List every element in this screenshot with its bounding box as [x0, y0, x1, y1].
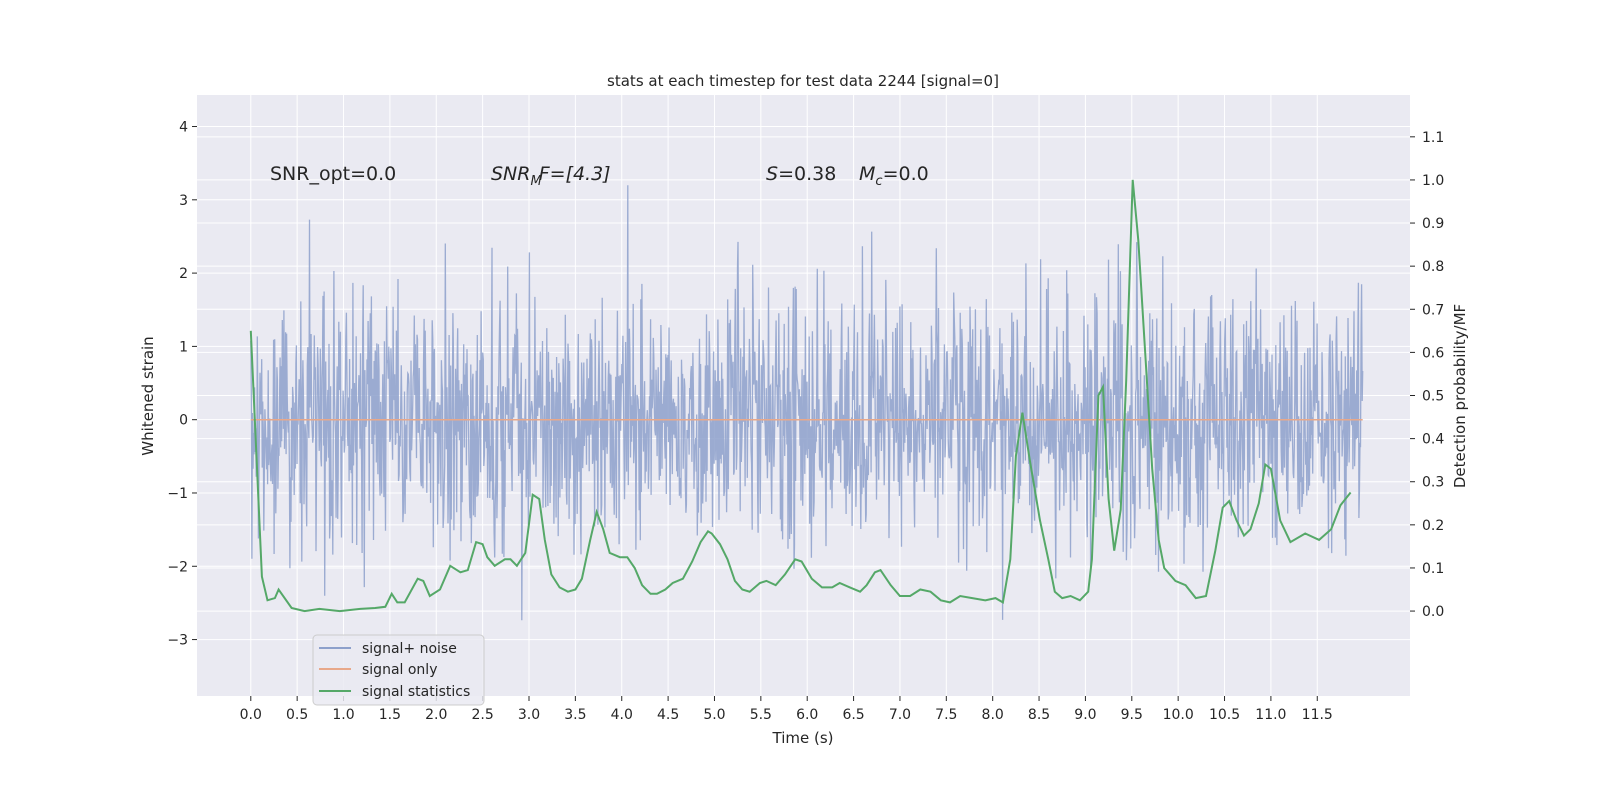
x-tick-label: 11.0 [1255, 707, 1286, 723]
x-tick-label: 7.0 [889, 707, 911, 723]
x-tick-label: 6.5 [842, 707, 864, 723]
y-tick-label-right: 0.9 [1422, 216, 1444, 232]
x-tick-label: 6.0 [796, 707, 818, 723]
annotation-s: S=0.38 [766, 163, 836, 185]
legend-entry: signal+ noise [362, 641, 457, 657]
annotation-snr-opt: SNR_opt=0.0 [270, 163, 396, 185]
y-tick-label-right: 0.7 [1422, 302, 1444, 318]
y-axis-label: Whitened strain [139, 336, 157, 455]
y-tick-label-right: 0.6 [1422, 345, 1444, 361]
y-tick-label-right: 0.4 [1422, 432, 1444, 448]
y-tick-label: 4 [179, 120, 188, 136]
x-tick-label: 2.0 [425, 707, 447, 723]
signal-noise-line [250, 185, 1364, 621]
y-tick-label-right: 0.0 [1422, 604, 1444, 620]
legend-entry: signal only [362, 662, 437, 678]
x-tick-label: 10.5 [1209, 707, 1240, 723]
x-tick-label: 1.0 [332, 707, 354, 723]
y-tick-label-right: 0.8 [1422, 259, 1444, 275]
x-tick-label: 1.5 [379, 707, 401, 723]
noise-series [250, 185, 1364, 621]
x-tick-label: 4.5 [657, 707, 679, 723]
y-axis-label-right: Detection probability/MF [1451, 304, 1469, 488]
y-tick-label-right: 1.1 [1422, 130, 1444, 146]
y-tick-label: 1 [179, 339, 188, 355]
x-tick-label: 8.5 [1028, 707, 1050, 723]
signal-statistics-line [249, 179, 1352, 613]
x-tick-label: 9.5 [1121, 707, 1143, 723]
x-axis-label: Time (s) [772, 729, 834, 747]
y-ticks-left: −3 −2 −1 0 1 2 3 4 [167, 120, 197, 649]
x-tick-label: 7.5 [935, 707, 957, 723]
x-tick-label: 0.5 [286, 707, 308, 723]
x-tick-label: 4.0 [611, 707, 633, 723]
annotation-mc: Mc=0.0 [859, 163, 929, 189]
y-ticks-right: 0.0 0.1 0.2 0.3 0.4 0.5 0.6 0.7 0.8 0.9 1.0 1.1 [1410, 130, 1444, 620]
y-tick-label: 3 [179, 193, 188, 209]
x-tick-label: 3.0 [518, 707, 540, 723]
y-tick-label: −3 [167, 633, 188, 649]
x-ticks: 0.0 0.5 1.0 1.5 2.0 2.5 3.0 3.5 4.0 4.5 5.0 5.5 6.0 6… [240, 696, 1333, 723]
y-tick-label: 0 [179, 413, 188, 429]
x-tick-label: 11.5 [1302, 707, 1333, 723]
x-tick-label: 2.5 [471, 707, 493, 723]
y-tick-label-right: 1.0 [1422, 173, 1444, 189]
y-tick-label: 2 [179, 266, 188, 282]
y-tick-label-right: 0.3 [1422, 475, 1444, 491]
y-tick-label-right: 0.2 [1422, 518, 1444, 534]
x-tick-label: 3.5 [564, 707, 586, 723]
y-tick-label: −2 [167, 559, 188, 575]
annotation-snr-mf: SNRMF=[4.3] [491, 163, 611, 189]
y-tick-label-right: 0.5 [1422, 389, 1444, 405]
x-tick-label: 5.0 [703, 707, 725, 723]
x-tick-label: 5.5 [750, 707, 772, 723]
chart-title: stats at each timestep for test data 224… [607, 72, 999, 90]
x-tick-label: 8.0 [982, 707, 1004, 723]
x-tick-label: 9.0 [1074, 707, 1096, 723]
x-tick-label: 0.0 [240, 707, 262, 723]
y-tick-label: −1 [167, 486, 188, 502]
y-tick-label-right: 0.1 [1422, 561, 1444, 577]
x-tick-label: 10.0 [1163, 707, 1194, 723]
line-series [249, 179, 1363, 613]
legend-entry: signal statistics [362, 684, 470, 700]
legend: signal+ noise signal only signal statist… [312, 634, 485, 706]
legend-box [312, 634, 485, 706]
